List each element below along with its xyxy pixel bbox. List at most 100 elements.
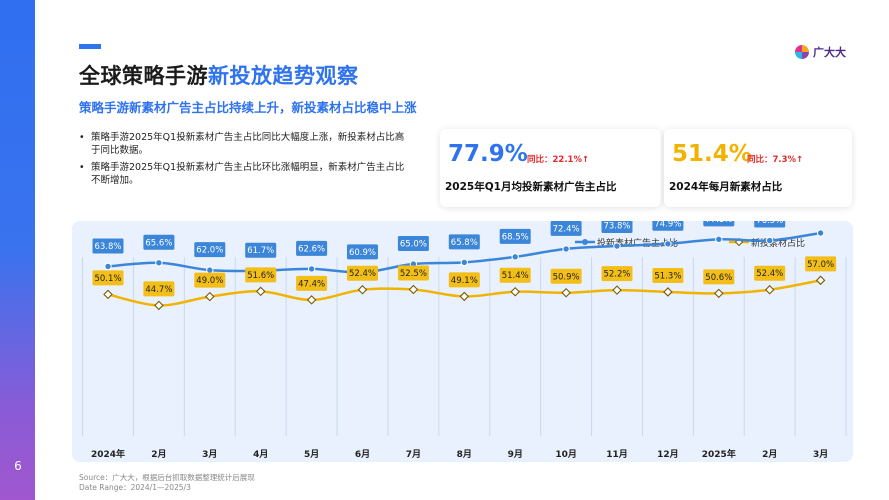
- page-title: 全球策略手游新投放趋势观察: [79, 60, 359, 90]
- data-point: [154, 300, 164, 311]
- data-label-box: [703, 221, 735, 227]
- data-point: [306, 295, 317, 305]
- title-blue-part: 新投放趋势观察: [208, 64, 359, 88]
- data-point: [460, 258, 468, 267]
- data-point: [714, 288, 724, 299]
- date-range-line: Date Range：2024/1—2025/3: [79, 482, 191, 492]
- data-point: [663, 287, 673, 297]
- data-label: 51.3%: [654, 271, 681, 281]
- data-label: 62.6%: [298, 244, 325, 254]
- data-point: [357, 284, 368, 295]
- kpi-card-creative-share: 51.4% 同比：7.3%↑ 2024年每月新素材占比: [664, 129, 852, 207]
- data-label: 51.6%: [247, 271, 274, 281]
- data-label-box: [652, 267, 684, 283]
- bullet-list: 策略手游2025年Q1投新素材广告主占比同比大幅度上涨，新投素材占比高于同比数据…: [79, 132, 409, 192]
- data-label: 57.0%: [807, 260, 834, 270]
- data-label-box: [296, 240, 328, 256]
- data-label-box: [550, 221, 582, 236]
- data-label: 65.8%: [451, 238, 478, 248]
- kpi-value: 51.4%: [672, 141, 752, 167]
- data-label-box: [601, 221, 633, 234]
- data-label: 49.0%: [196, 276, 223, 286]
- x-tick-label: 4月: [253, 449, 268, 460]
- kpi-label: 2024年每月新素材占比: [669, 181, 783, 193]
- data-point: [103, 289, 113, 300]
- line-chart: 2024年 2月 3月 4月 5月 6月 7月 8月 9月 10月 11月 12月 2025年 2月 3月投…: [82, 221, 847, 460]
- data-label: 65.6%: [145, 238, 172, 248]
- data-point: [664, 240, 672, 248]
- data-label: 50.1%: [94, 274, 121, 284]
- data-label: 60.9%: [349, 248, 376, 258]
- kpi-label: 2025年Q1月均投新素材广告主占比: [445, 181, 617, 193]
- x-tick-label: 5月: [304, 449, 319, 460]
- data-label: 49.1%: [451, 276, 478, 286]
- guangdada-logo-icon: [795, 45, 809, 59]
- data-label-box: [448, 272, 480, 288]
- data-point: [815, 275, 826, 286]
- data-label-box: [397, 236, 429, 251]
- x-tick-label: 3月: [813, 449, 828, 460]
- data-label: 68.5%: [502, 232, 529, 242]
- data-label-box: [499, 228, 531, 244]
- data-label: 52.4%: [349, 269, 376, 279]
- side-accent-bar: [0, 0, 35, 500]
- data-label: 47.4%: [298, 279, 325, 289]
- x-tick-label: 2月: [762, 449, 777, 460]
- data-label-box: [448, 234, 480, 250]
- x-tick-label: 2024年: [91, 448, 125, 460]
- x-tick-label: 2025年: [702, 448, 736, 460]
- logo-text: 广大大: [813, 46, 846, 59]
- data-label-box: [143, 234, 175, 250]
- kpi-value: 77.9%: [448, 141, 528, 167]
- x-tick-label: 2月: [151, 449, 166, 460]
- title-black-part: 全球策略手游: [79, 64, 208, 88]
- data-label: 77.1%: [705, 221, 732, 225]
- data-point: [766, 236, 774, 245]
- data-point: [205, 291, 215, 302]
- data-point: [206, 266, 214, 274]
- data-point: [613, 242, 621, 250]
- data-label-box: [805, 256, 837, 272]
- data-point: [715, 235, 723, 244]
- data-point: [764, 284, 775, 295]
- brand-logo: 广大大: [795, 42, 846, 62]
- data-point: [510, 286, 520, 297]
- data-label: 50.6%: [705, 273, 732, 283]
- x-tick-label: 12月: [657, 449, 679, 460]
- data-label-box: [652, 221, 684, 231]
- data-label: 50.9%: [553, 272, 580, 282]
- source-note: Source：广大大，根据后台抓取数据整理统计后展现 Date Range：20…: [79, 473, 255, 492]
- data-label-box: [601, 266, 633, 282]
- data-label-box: [499, 267, 531, 283]
- data-point: [612, 285, 622, 295]
- data-point: [104, 262, 112, 271]
- title-accent-bar: [79, 44, 101, 49]
- data-label: 52.5%: [400, 269, 427, 279]
- data-label-box: [754, 265, 786, 281]
- bullet-item: 策略手游2025年Q1投新素材广告主占比同比大幅度上涨，新投素材占比高于同比数据…: [79, 132, 409, 157]
- data-label-box: [703, 269, 735, 285]
- kpi-yoy: 同比：22.1%↑: [527, 155, 590, 165]
- data-point: [459, 291, 470, 302]
- x-tick-label: 8月: [457, 449, 472, 460]
- data-point: [155, 259, 163, 267]
- chart-panel: 2024年 2月 3月 4月 5月 6月 7月 8月 9月 10月 11月 12月 2025年 2月 3月投…: [72, 221, 853, 462]
- data-label: 52.4%: [756, 269, 783, 279]
- page-subtitle: 策略手游新素材广告主占比持续上升，新投素材占比稳中上涨: [79, 100, 417, 115]
- data-label-box: [92, 270, 124, 286]
- x-tick-label: 9月: [508, 449, 523, 460]
- data-point: [561, 287, 571, 298]
- bullet-item: 策略手游2025年Q1投新素材广告主占比环比涨幅明显，新素材广告主占比不断增加。: [79, 162, 409, 187]
- data-point: [255, 286, 266, 297]
- data-label-box: [347, 244, 378, 260]
- x-tick-label: 10月: [555, 449, 577, 460]
- data-label-box: [194, 242, 226, 258]
- page-number: 6: [14, 459, 22, 473]
- data-label-box: [245, 242, 277, 258]
- data-label: 73.8%: [603, 222, 630, 232]
- kpi-yoy: 同比：7.3%↑: [747, 155, 804, 165]
- legend-marker: [582, 239, 588, 245]
- data-label-box: [194, 272, 226, 288]
- data-label: 44.7%: [145, 285, 172, 295]
- data-label: 61.7%: [247, 246, 274, 256]
